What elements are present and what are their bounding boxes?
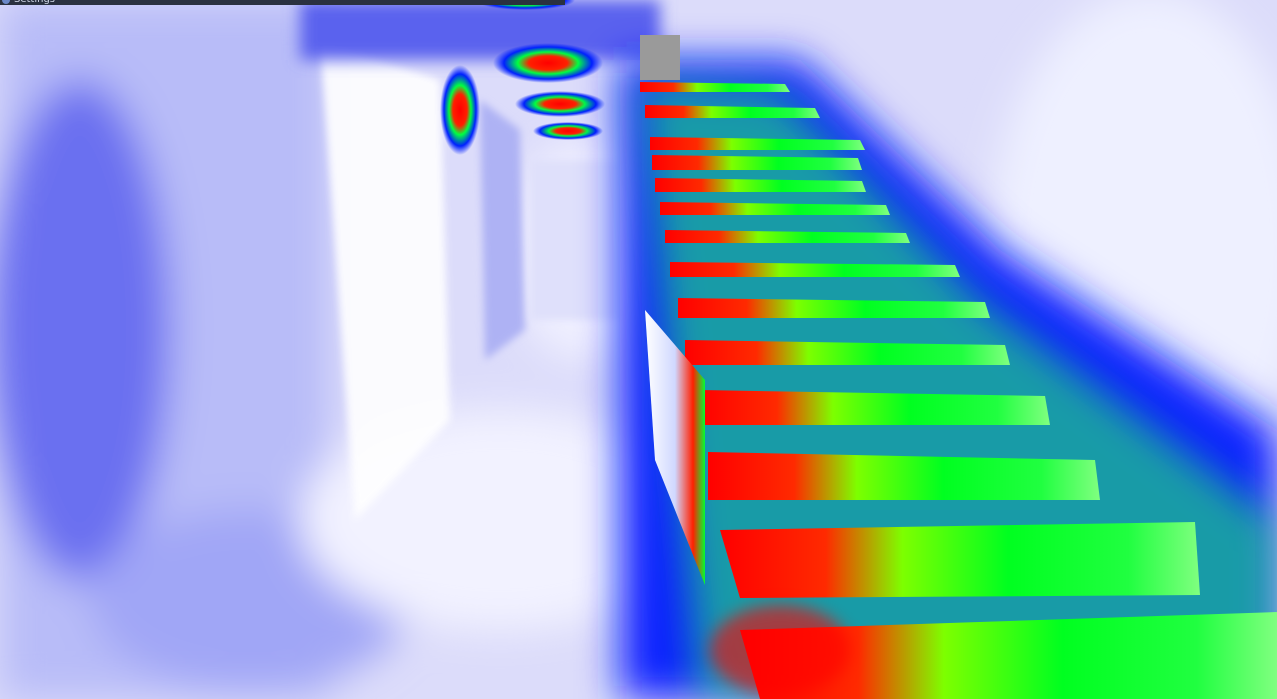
glass-panel [645,310,705,585]
left-shadow [0,80,170,580]
step [650,137,865,150]
pillar [640,35,680,80]
step [645,105,820,118]
window-title: Settings [14,0,55,5]
step [685,340,1010,365]
hot-spot [710,605,850,695]
step [640,82,790,92]
light [515,91,605,117]
step [700,390,1050,425]
step [660,202,890,215]
light [493,43,603,83]
step [670,262,960,277]
step [652,155,862,170]
step [655,178,866,192]
corridor-side [480,100,525,360]
ceiling [300,0,660,60]
light [440,65,480,155]
corridor-wall [320,40,450,520]
title-bar [0,0,565,5]
step [665,230,910,243]
stairs [640,82,1277,699]
step [708,452,1100,500]
step [678,298,990,318]
corridor-door [530,160,620,320]
window-icon [2,0,10,4]
light [533,122,603,140]
step [740,612,1277,699]
step [720,522,1200,598]
